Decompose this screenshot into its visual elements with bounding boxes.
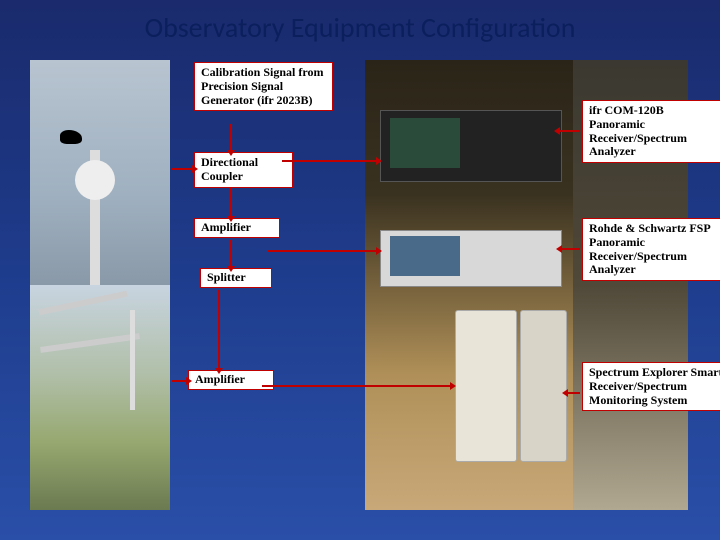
- rack-pc-1: [455, 310, 517, 462]
- label-directional-coupler: Directional Coupler: [194, 152, 293, 188]
- arrow-right-label-0: [560, 130, 580, 132]
- label-amplifier-1: Amplifier: [194, 218, 280, 238]
- arrow-to-rack-2: [262, 385, 450, 387]
- label-spectrum-explorer: Spectrum Explorer Smart Receiver/Spectru…: [582, 362, 720, 411]
- arrow-right-label-2: [568, 392, 580, 394]
- arrow-chain-down-2: [230, 240, 232, 266]
- arrow-chain-down-0: [230, 124, 232, 150]
- antenna-top-bird: [60, 130, 82, 144]
- label-rohde-fsp: Rohde & Schwartz FSP Panoramic Receiver/…: [582, 218, 720, 281]
- antenna-bottom-mast: [130, 310, 135, 410]
- arrow-from-antenna-1: [172, 380, 186, 382]
- rack-unit-rohde-screen: [390, 236, 460, 276]
- arrow-chain-down-3: [218, 290, 220, 368]
- slide-root: Observatory Equipment Configuration Cali…: [0, 0, 720, 540]
- antenna-top-dish: [75, 160, 115, 200]
- arrow-right-label-1: [562, 248, 580, 250]
- rack-pc-2: [520, 310, 567, 462]
- arrow-to-rack-1: [268, 250, 376, 252]
- image-antenna-bottom: [30, 285, 170, 510]
- arrow-chain-down-1: [230, 188, 232, 216]
- label-splitter: Splitter: [200, 268, 272, 288]
- slide-title: Observatory Equipment Configuration: [0, 10, 720, 45]
- label-ifr-com120b: ifr COM-120B Panoramic Receiver/Spectrum…: [582, 100, 720, 163]
- arrow-to-rack-0: [282, 160, 376, 162]
- label-calibration-signal: Calibration Signal from Precision Signal…: [194, 62, 333, 111]
- rack-unit-ifr-screen: [390, 118, 460, 168]
- arrow-from-antenna-0: [172, 168, 192, 170]
